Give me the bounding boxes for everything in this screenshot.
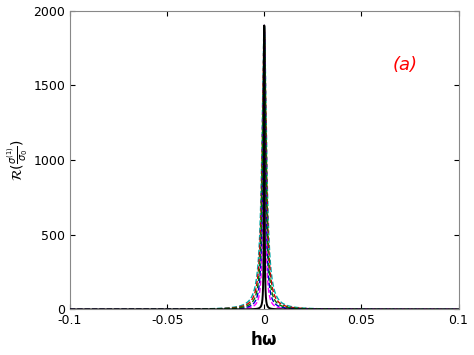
Y-axis label: $\mathcal{R}(\frac{\sigma^{(1)}}{\sigma_0})$: $\mathcal{R}(\frac{\sigma^{(1)}}{\sigma_…	[6, 139, 30, 181]
X-axis label: $\bf{h}\omega$: $\bf{h}\omega$	[250, 332, 278, 349]
Text: (a): (a)	[392, 56, 418, 74]
